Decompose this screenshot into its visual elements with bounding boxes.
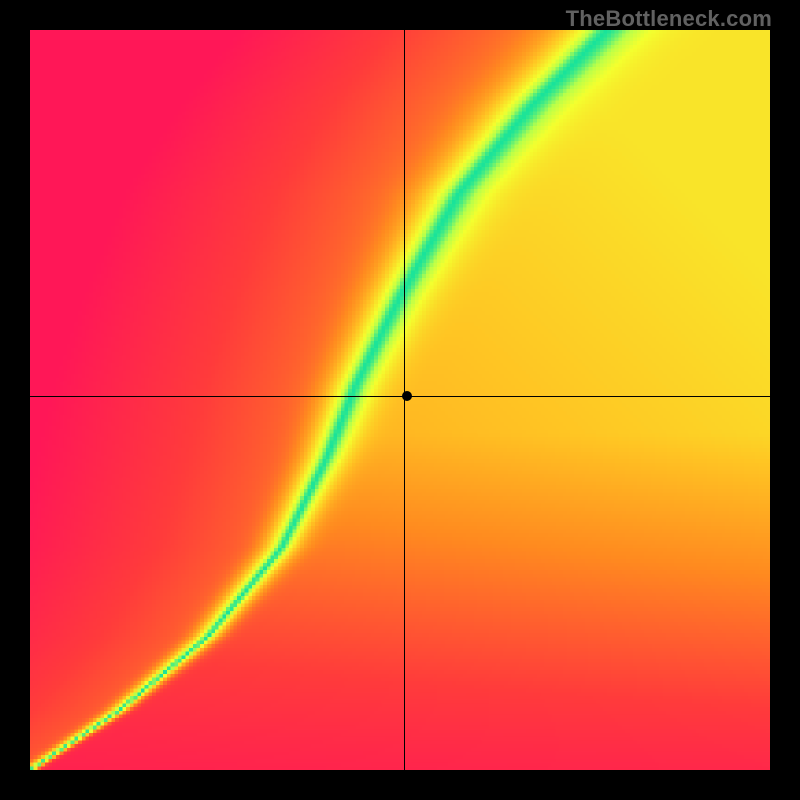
heatmap-canvas [30,30,770,770]
heatmap-plot [30,30,770,770]
marker-dot [402,391,412,401]
crosshair-horizontal [30,396,770,397]
watermark-text: TheBottleneck.com [566,6,772,32]
